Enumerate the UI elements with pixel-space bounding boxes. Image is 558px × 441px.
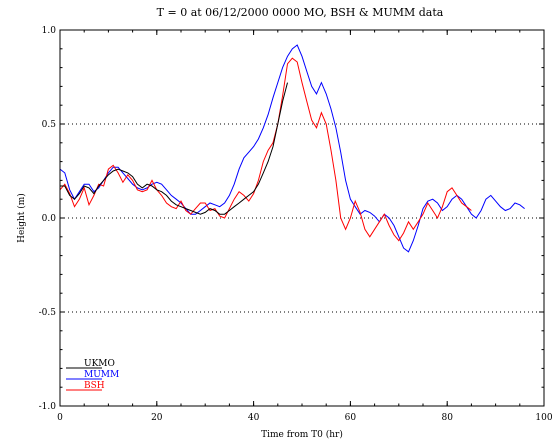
- x-tick-label: 0: [57, 413, 63, 423]
- series-line-ukmo: [60, 82, 288, 215]
- x-tick-label: 20: [151, 413, 163, 423]
- y-tick-label: -0.5: [39, 308, 57, 318]
- x-tick-label: 40: [248, 413, 260, 423]
- chart-title: T = 0 at 06/12/2000 0000 MO, BSH & MUMM …: [157, 6, 444, 19]
- y-tick-label: 0.5: [42, 120, 57, 130]
- y-axis-label: Height (m): [16, 193, 27, 243]
- y-tick-label: -1.0: [39, 402, 57, 412]
- legend-label-ukmo: UKMO: [84, 359, 115, 369]
- series-line-bsh: [59, 57, 472, 242]
- axis-ticks: 0 20 40 60 80 100 1.0 0.5 0.0 -0.5 -1.0: [39, 26, 553, 423]
- x-tick-label: 60: [345, 413, 357, 423]
- legend-label-mumm: MUMM: [84, 370, 119, 380]
- y-tick-label: 0.0: [42, 214, 57, 224]
- y-tick-label: 1.0: [42, 26, 57, 36]
- x-tick-label: 80: [441, 413, 453, 423]
- legend-label-bsh: BSH: [84, 381, 105, 391]
- series-line-mumm: [59, 44, 525, 253]
- series-lines: [59, 44, 525, 253]
- x-axis-label: Time from T0 (hr): [261, 429, 343, 440]
- x-tick-label: 100: [535, 413, 552, 423]
- grid-lines: [60, 123, 544, 313]
